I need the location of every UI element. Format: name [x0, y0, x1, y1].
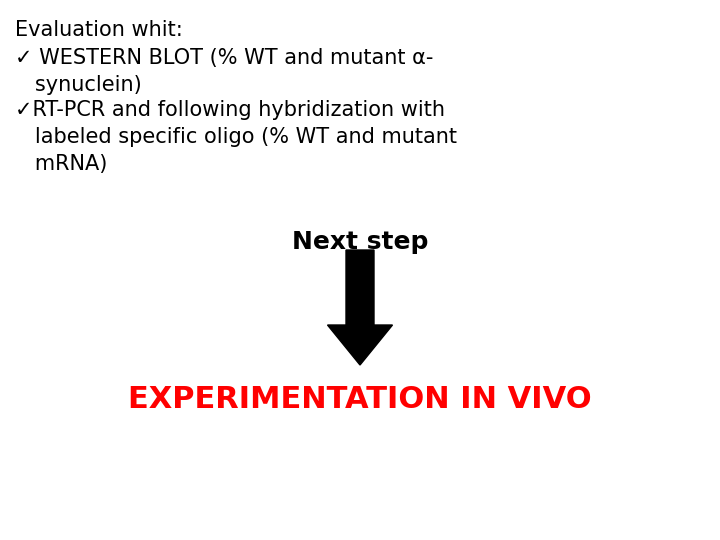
Text: synuclein): synuclein) — [15, 75, 142, 95]
Polygon shape — [328, 250, 392, 365]
Text: labeled specific oligo (% WT and mutant: labeled specific oligo (% WT and mutant — [15, 127, 457, 147]
Text: EXPERIMENTATION IN VIVO: EXPERIMENTATION IN VIVO — [128, 385, 592, 414]
Text: mRNA): mRNA) — [15, 154, 107, 174]
Text: Evaluation whit:: Evaluation whit: — [15, 20, 183, 40]
Text: Next step: Next step — [292, 230, 428, 254]
Text: ✓RT-PCR and following hybridization with: ✓RT-PCR and following hybridization with — [15, 100, 445, 120]
Text: ✓ WESTERN BLOT (% WT and mutant α-: ✓ WESTERN BLOT (% WT and mutant α- — [15, 48, 433, 68]
